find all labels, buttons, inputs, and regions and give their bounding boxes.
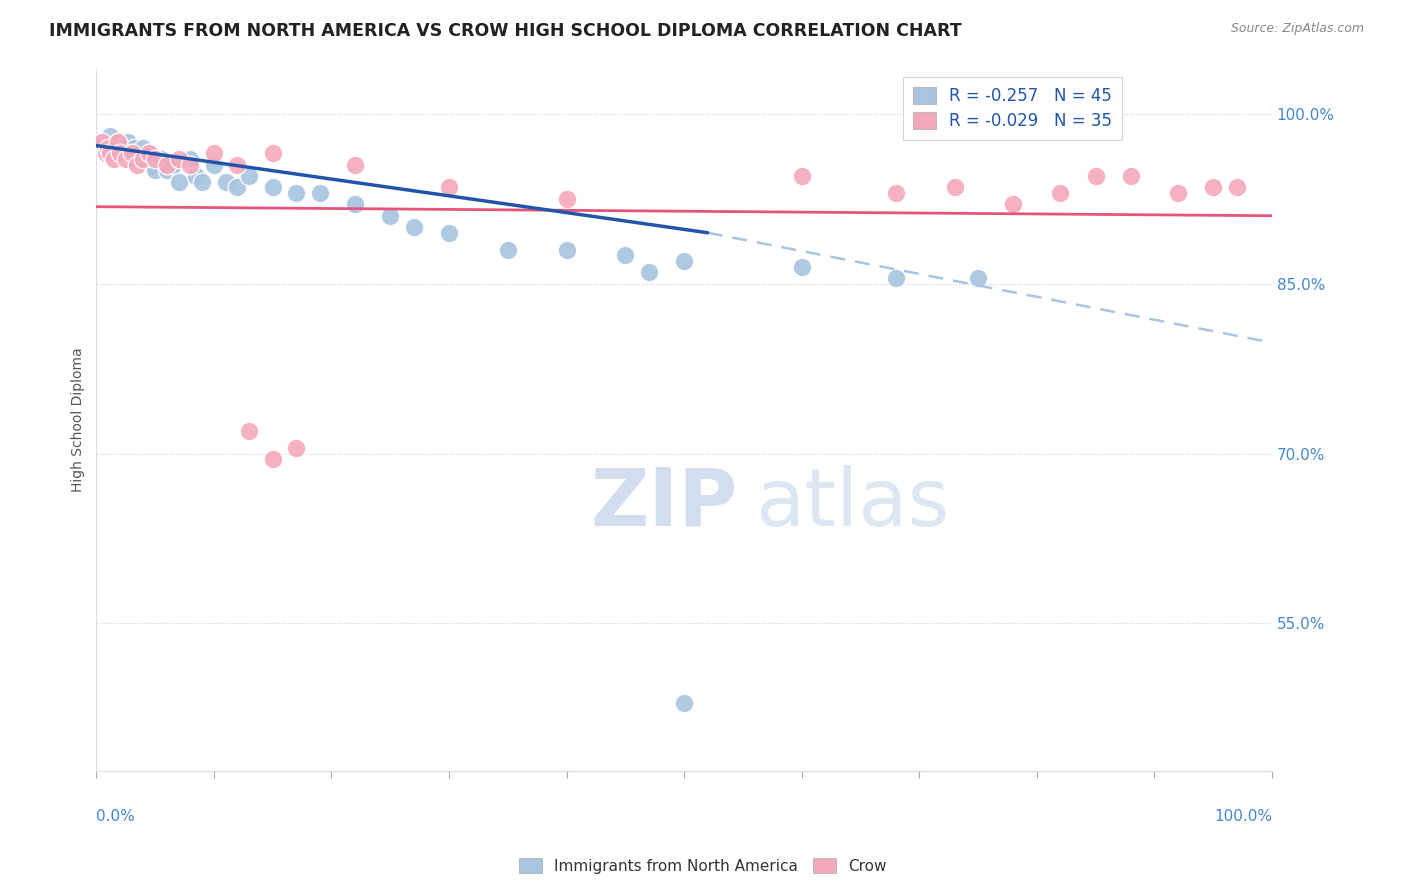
Point	[285, 186, 308, 200]
Legend: Immigrants from North America, Crow: Immigrants from North America, Crow	[513, 852, 893, 880]
Point	[437, 226, 460, 240]
Point	[108, 146, 131, 161]
Point	[91, 135, 114, 149]
Point	[156, 158, 179, 172]
Point	[226, 158, 249, 172]
Point	[191, 175, 214, 189]
Point	[121, 146, 143, 161]
Point	[343, 158, 366, 172]
Point	[143, 152, 166, 166]
Point	[114, 152, 136, 166]
Point	[967, 271, 990, 285]
Point	[167, 152, 190, 166]
Point	[673, 254, 696, 268]
Point	[100, 146, 122, 161]
Point	[107, 135, 129, 149]
Text: Source: ZipAtlas.com: Source: ZipAtlas.com	[1230, 22, 1364, 36]
Point	[103, 152, 125, 166]
Text: 0.0%: 0.0%	[97, 809, 135, 824]
Point	[262, 146, 284, 161]
Point	[308, 186, 330, 200]
Text: ZIP: ZIP	[591, 465, 737, 543]
Point	[186, 169, 208, 183]
Text: 100.0%: 100.0%	[1213, 809, 1272, 824]
Point	[637, 265, 659, 279]
Point	[179, 152, 201, 166]
Point	[790, 169, 813, 183]
Point	[1167, 186, 1189, 200]
Point	[167, 175, 190, 189]
Point	[100, 129, 122, 144]
Point	[1226, 180, 1249, 194]
Point	[127, 158, 149, 172]
Point	[156, 163, 179, 178]
Point	[555, 243, 578, 257]
Point	[496, 243, 519, 257]
Point	[202, 158, 225, 172]
Point	[122, 141, 145, 155]
Point	[107, 135, 129, 149]
Point	[884, 186, 907, 200]
Point	[437, 180, 460, 194]
Point	[127, 146, 149, 161]
Point	[142, 158, 165, 172]
Point	[179, 158, 201, 172]
Point	[1202, 180, 1225, 194]
Point	[343, 197, 366, 211]
Point	[97, 141, 120, 155]
Text: IMMIGRANTS FROM NORTH AMERICA VS CROW HIGH SCHOOL DIPLOMA CORRELATION CHART: IMMIGRANTS FROM NORTH AMERICA VS CROW HI…	[49, 22, 962, 40]
Point	[1084, 169, 1107, 183]
Text: atlas: atlas	[755, 465, 949, 543]
Point	[1049, 186, 1071, 200]
Point	[238, 424, 260, 438]
Point	[402, 220, 425, 235]
Point	[108, 146, 131, 161]
Point	[150, 152, 173, 166]
Point	[129, 152, 152, 166]
Point	[132, 152, 155, 166]
Point	[138, 146, 160, 161]
Point	[262, 452, 284, 467]
Y-axis label: High School Diploma: High School Diploma	[72, 347, 86, 491]
Point	[117, 135, 139, 149]
Point	[114, 146, 136, 161]
Point	[103, 141, 125, 155]
Point	[884, 271, 907, 285]
Point	[614, 248, 637, 262]
Legend: R = -0.257   N = 45, R = -0.029   N = 35: R = -0.257 N = 45, R = -0.029 N = 35	[903, 77, 1122, 140]
Point	[135, 152, 157, 166]
Point	[238, 169, 260, 183]
Point	[555, 192, 578, 206]
Point	[202, 146, 225, 161]
Point	[94, 146, 117, 161]
Point	[97, 141, 120, 155]
Point	[943, 180, 966, 194]
Point	[673, 696, 696, 710]
Point	[285, 441, 308, 455]
Point	[380, 209, 402, 223]
Point	[111, 141, 134, 155]
Point	[91, 135, 114, 149]
Point	[1119, 169, 1142, 183]
Point	[214, 175, 236, 189]
Point	[162, 158, 184, 172]
Point	[121, 152, 143, 166]
Point	[132, 141, 155, 155]
Point	[262, 180, 284, 194]
Point	[1002, 197, 1025, 211]
Point	[790, 260, 813, 274]
Point	[143, 163, 166, 178]
Point	[226, 180, 249, 194]
Point	[138, 146, 160, 161]
